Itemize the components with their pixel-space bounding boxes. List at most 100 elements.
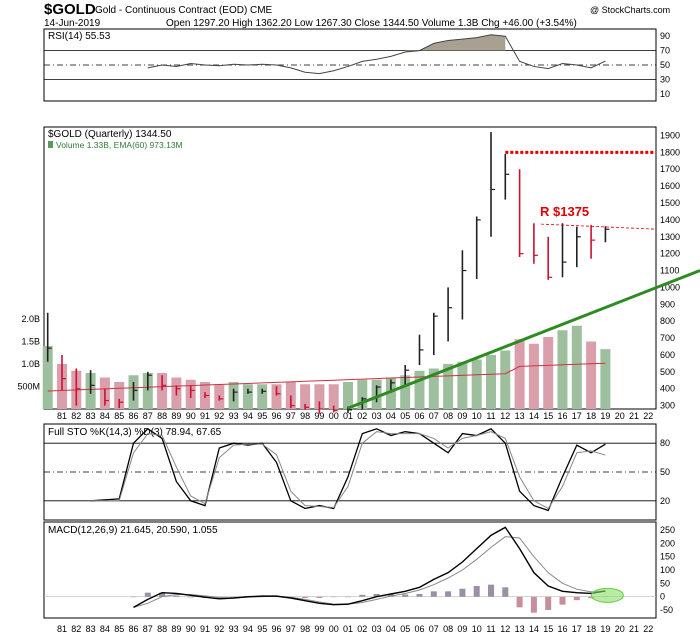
- x-tick-label: 06: [414, 411, 424, 421]
- volume-bar: [357, 379, 368, 409]
- macd-histogram-bar: [416, 594, 423, 597]
- volume-bar: [528, 343, 539, 409]
- macd-histogram-bar: [473, 586, 480, 597]
- x-tick-label: 16: [557, 411, 567, 421]
- volume-bar: [271, 384, 282, 409]
- volume-tick-label: 2.0B: [21, 314, 40, 324]
- price-tick-label: 1500: [660, 198, 680, 208]
- volume-bar: [300, 384, 311, 409]
- volume-bar: [157, 373, 168, 409]
- x-tick-label-bottom: 00: [329, 624, 339, 634]
- volume-bar: [443, 364, 454, 409]
- volume-bar: [586, 341, 597, 409]
- x-tick-label-bottom: 94: [243, 624, 253, 634]
- x-tick-label: 96: [271, 411, 281, 421]
- price-tick-label: 1300: [660, 232, 680, 242]
- x-tick-label-bottom: 19: [600, 624, 610, 634]
- macd-histogram-bar: [345, 596, 351, 598]
- x-tick-label-bottom: 10: [472, 624, 482, 634]
- macd-histogram-bar: [187, 596, 194, 598]
- x-tick-label-bottom: 87: [143, 624, 153, 634]
- price-title: $GOLD (Quarterly) 1344.50: [48, 129, 172, 140]
- x-tick-label-bottom: 89: [171, 624, 181, 634]
- stochastic-tick-label: 80: [660, 438, 670, 448]
- x-tick-label-bottom: 15: [543, 624, 553, 634]
- price-tick-label: 800: [660, 316, 675, 326]
- price-tick-label: 300: [660, 401, 675, 411]
- x-tick-label-bottom: 82: [71, 624, 81, 634]
- price-tick-label: 900: [660, 299, 675, 309]
- volume-bar: [257, 384, 268, 409]
- x-tick-label-bottom: 21: [629, 624, 639, 634]
- price-tick-label: 500: [660, 367, 675, 377]
- x-tick-label-bottom: 06: [414, 624, 424, 634]
- x-tick-label-bottom: 05: [400, 624, 410, 634]
- x-tick-label: 15: [543, 411, 553, 421]
- volume-bar: [428, 368, 439, 409]
- x-tick-label: 02: [357, 411, 367, 421]
- macd-histogram-bar: [373, 594, 380, 597]
- x-tick-label: 01: [343, 411, 353, 421]
- macd-histogram-bar: [159, 592, 166, 597]
- macd-histogram-bar: [330, 596, 337, 598]
- volume-bar: [328, 384, 339, 409]
- volume-bar: [343, 382, 353, 409]
- x-tick-label: 03: [372, 411, 382, 421]
- x-tick-label-bottom: 90: [186, 624, 196, 634]
- resistance-annotation: R $1375: [540, 204, 589, 219]
- price-tick-label: 1700: [660, 164, 680, 174]
- x-tick-label: 98: [300, 411, 310, 421]
- stochastic-d-line: [90, 431, 606, 510]
- x-tick-label: 17: [572, 411, 582, 421]
- x-tick-label: 22: [643, 411, 653, 421]
- volume-tick-label: 500M: [17, 382, 40, 392]
- volume-legend-swatch: [48, 141, 53, 148]
- volume-bar: [385, 377, 396, 409]
- price-tick-label: 700: [660, 333, 675, 343]
- x-tick-label: 83: [86, 411, 96, 421]
- volume-bar: [457, 361, 468, 409]
- rsi-overbought-fill: [405, 34, 506, 53]
- x-tick-label-bottom: 03: [372, 624, 382, 634]
- resistance-dashed-line: [541, 223, 657, 230]
- x-tick-label-bottom: 92: [214, 624, 224, 634]
- macd-histogram-bar: [545, 596, 552, 610]
- x-tick-label: 89: [171, 411, 181, 421]
- x-tick-label-bottom: 11: [486, 624, 495, 634]
- x-tick-label-bottom: 95: [257, 624, 267, 634]
- exchange-label: CME: [250, 5, 273, 16]
- x-tick-label-bottom: 99: [314, 624, 324, 634]
- x-tick-label: 87: [143, 411, 153, 421]
- x-tick-label-bottom: 13: [515, 624, 525, 634]
- macd-panel: [43, 521, 657, 619]
- x-tick-label: 99: [314, 411, 324, 421]
- price-tick-label: 1800: [660, 147, 680, 157]
- volume-title: Volume 1.33B, EMA(60) 973.13M: [56, 140, 183, 150]
- macd-histogram-bar: [302, 596, 309, 598]
- x-tick-label-bottom: 91: [200, 624, 210, 634]
- macd-crossover-highlight: [590, 587, 624, 603]
- x-tick-label: 86: [128, 411, 138, 421]
- macd-histogram-bar: [230, 596, 237, 598]
- macd-histogram-bar: [387, 594, 394, 597]
- x-tick-label-bottom: 07: [429, 624, 439, 634]
- x-tick-label-bottom: 97: [286, 624, 296, 634]
- macd-tick-label: -50: [660, 605, 673, 615]
- macd-tick-label: 250: [660, 525, 675, 535]
- stochastic-tick-label: 50: [660, 467, 670, 477]
- x-tick-label: 13: [515, 411, 525, 421]
- volume-ema-line: [47, 362, 606, 392]
- x-tick-label-bottom: 96: [271, 624, 281, 634]
- x-tick-label: 11: [486, 411, 495, 421]
- stochastic-k-line: [90, 427, 606, 512]
- x-tick-label-bottom: 83: [86, 624, 96, 634]
- stochastic-tick-label: 20: [660, 496, 670, 506]
- x-tick-label: 00: [329, 411, 339, 421]
- macd-histogram-bar: [488, 584, 494, 597]
- volume-bar: [400, 375, 411, 409]
- x-tick-label: 20: [615, 411, 625, 421]
- uptrend-line: [347, 269, 700, 410]
- price-tick-label: 1400: [660, 215, 680, 225]
- macd-tick-label: 0: [660, 592, 665, 602]
